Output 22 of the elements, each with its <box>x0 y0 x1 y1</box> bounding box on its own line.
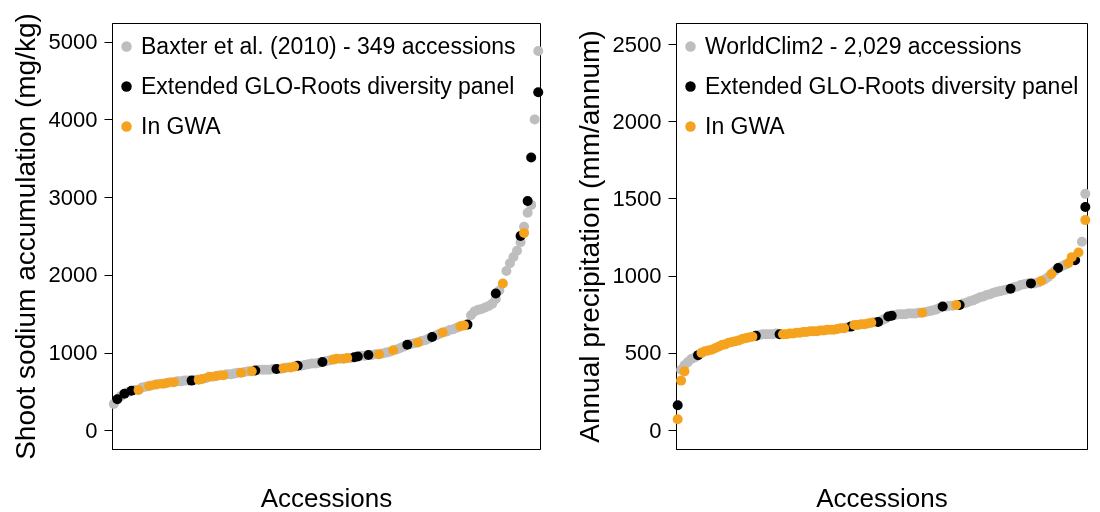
legend-label: In GWA <box>141 112 222 139</box>
legend-label: Extended GLO-Roots diversity panel <box>705 72 1079 99</box>
x-axis-title: Accessions <box>260 482 393 512</box>
y-tick-label: 2500 <box>612 31 662 57</box>
legend-label: In GWA <box>705 112 786 139</box>
y-tick-label: 500 <box>624 340 662 366</box>
y-tick-label: 0 <box>85 417 98 443</box>
legend-label: WorldClim2 - 2,029 accessions <box>705 32 1022 59</box>
x-axis-title: Accessions <box>816 482 948 512</box>
y-axis-title: Shoot sodium accumulation (mg/kg) <box>9 13 41 460</box>
legend-label: Extended GLO-Roots diversity panel <box>141 72 515 99</box>
y-tick-label: 0 <box>649 417 662 443</box>
y-tick-label: 5000 <box>48 29 98 55</box>
y-tick-label: 1000 <box>48 340 98 366</box>
y-axis-title: Annual precipitation (mm/annum) <box>573 30 605 443</box>
y-tick-label: 1500 <box>612 185 662 211</box>
y-tick-label: 2000 <box>612 108 662 134</box>
y-tick-label: 3000 <box>48 184 98 210</box>
y-tick-label: 1000 <box>612 263 662 289</box>
y-tick-label: 2000 <box>48 262 98 288</box>
legend-label: Baxter et al. (2010) - 349 accessions <box>141 32 516 59</box>
y-tick-label: 4000 <box>48 106 98 132</box>
